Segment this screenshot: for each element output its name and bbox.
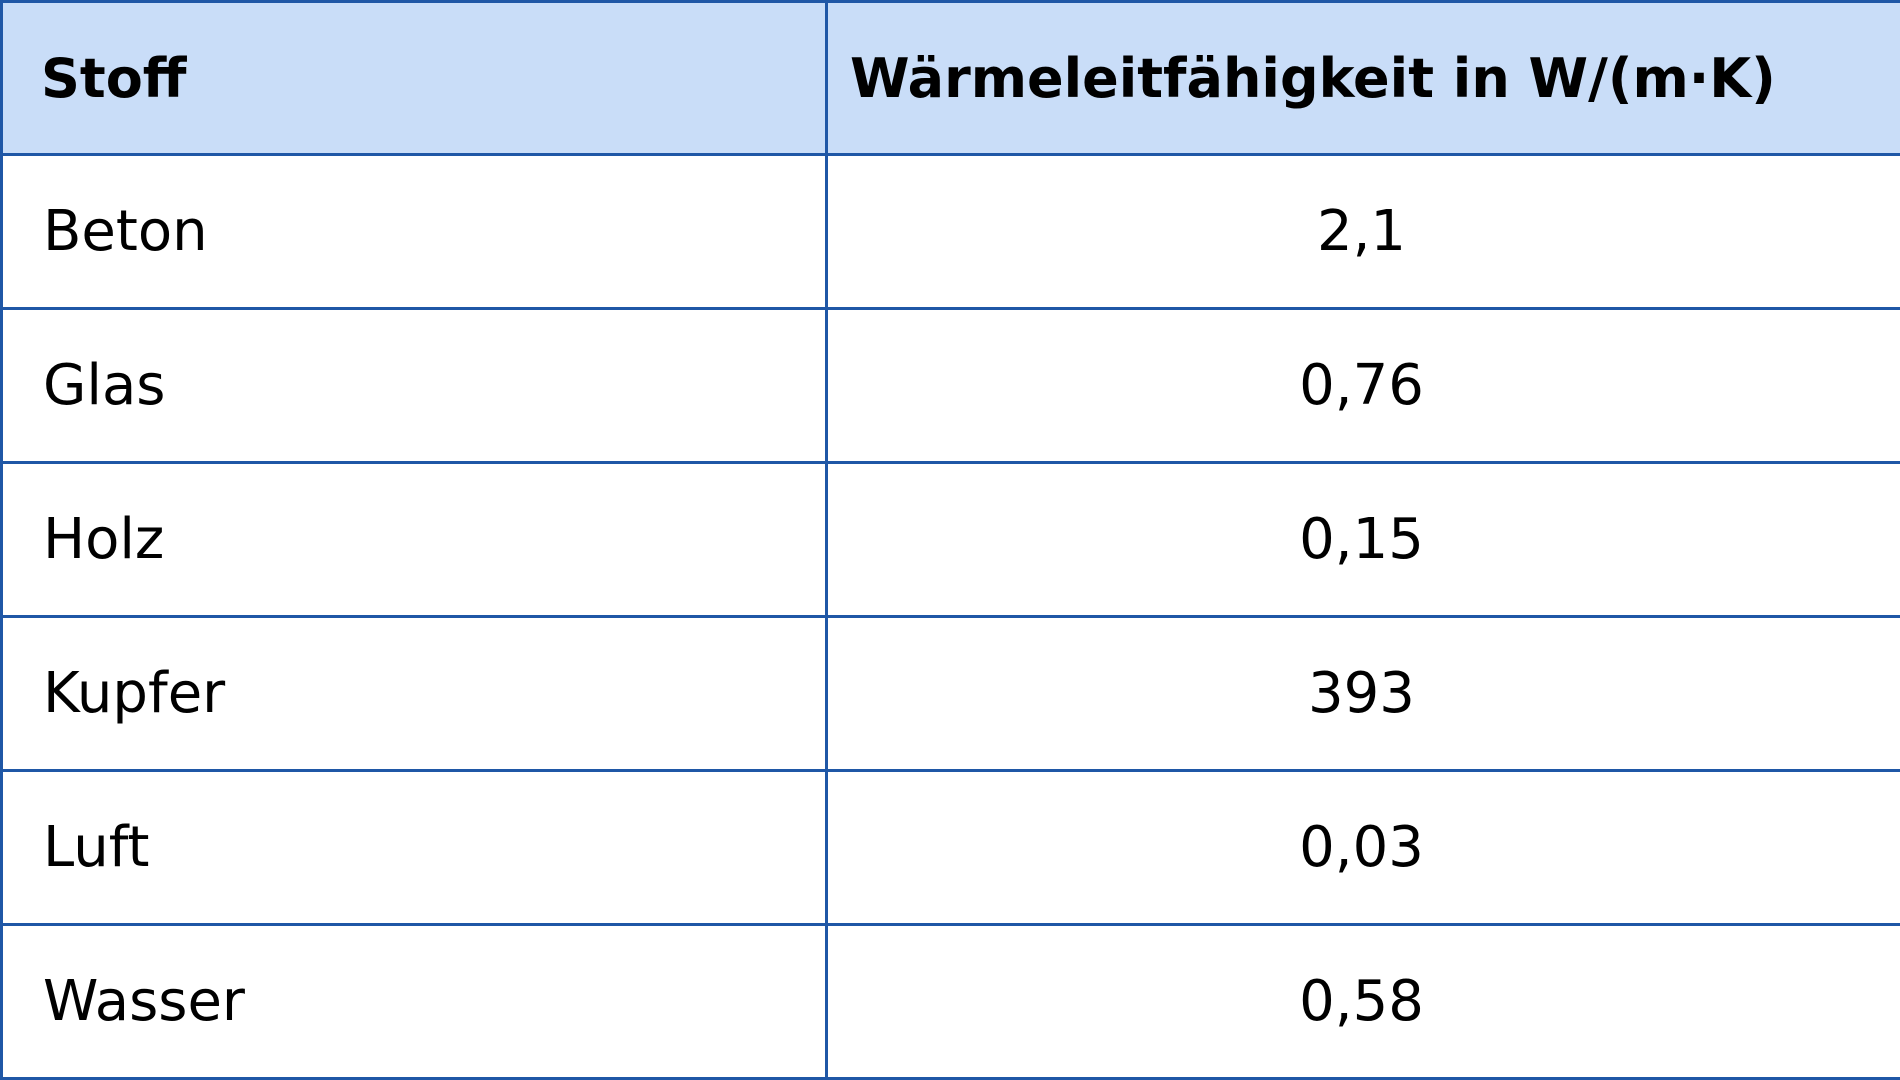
table-row: Luft 0,03: [0, 769, 1900, 926]
table-row: Wasser 0,58: [0, 923, 1900, 1080]
cell-stoff: Luft: [0, 769, 828, 926]
cell-wert: 0,03: [825, 769, 1900, 926]
table-row: Beton 2,1: [0, 153, 1900, 310]
column-header-waermeleitfaehigkeit: Wärmeleitfähigkeit in W/(m·K): [825, 0, 1900, 156]
cell-wert: 0,15: [825, 461, 1900, 618]
cell-wert: 2,1: [825, 153, 1900, 310]
cell-wert: 0,76: [825, 307, 1900, 464]
cell-stoff: Glas: [0, 307, 828, 464]
cell-wert: 393: [825, 615, 1900, 772]
cell-stoff: Holz: [0, 461, 828, 618]
table-row: Glas 0,76: [0, 307, 1900, 464]
column-header-stoff: Stoff: [0, 0, 828, 156]
cell-stoff: Kupfer: [0, 615, 828, 772]
table-row: Holz 0,15: [0, 461, 1900, 618]
table-header: Stoff Wärmeleitfähigkeit in W/(m·K): [0, 0, 1900, 156]
table-body: Beton 2,1 Glas 0,76 Holz 0,15 Kupfer 393…: [0, 153, 1900, 1080]
cell-stoff: Wasser: [0, 923, 828, 1080]
table-row: Kupfer 393: [0, 615, 1900, 772]
header-row: Stoff Wärmeleitfähigkeit in W/(m·K): [0, 0, 1900, 156]
cell-stoff: Beton: [0, 153, 828, 310]
cell-wert: 0,58: [825, 923, 1900, 1080]
